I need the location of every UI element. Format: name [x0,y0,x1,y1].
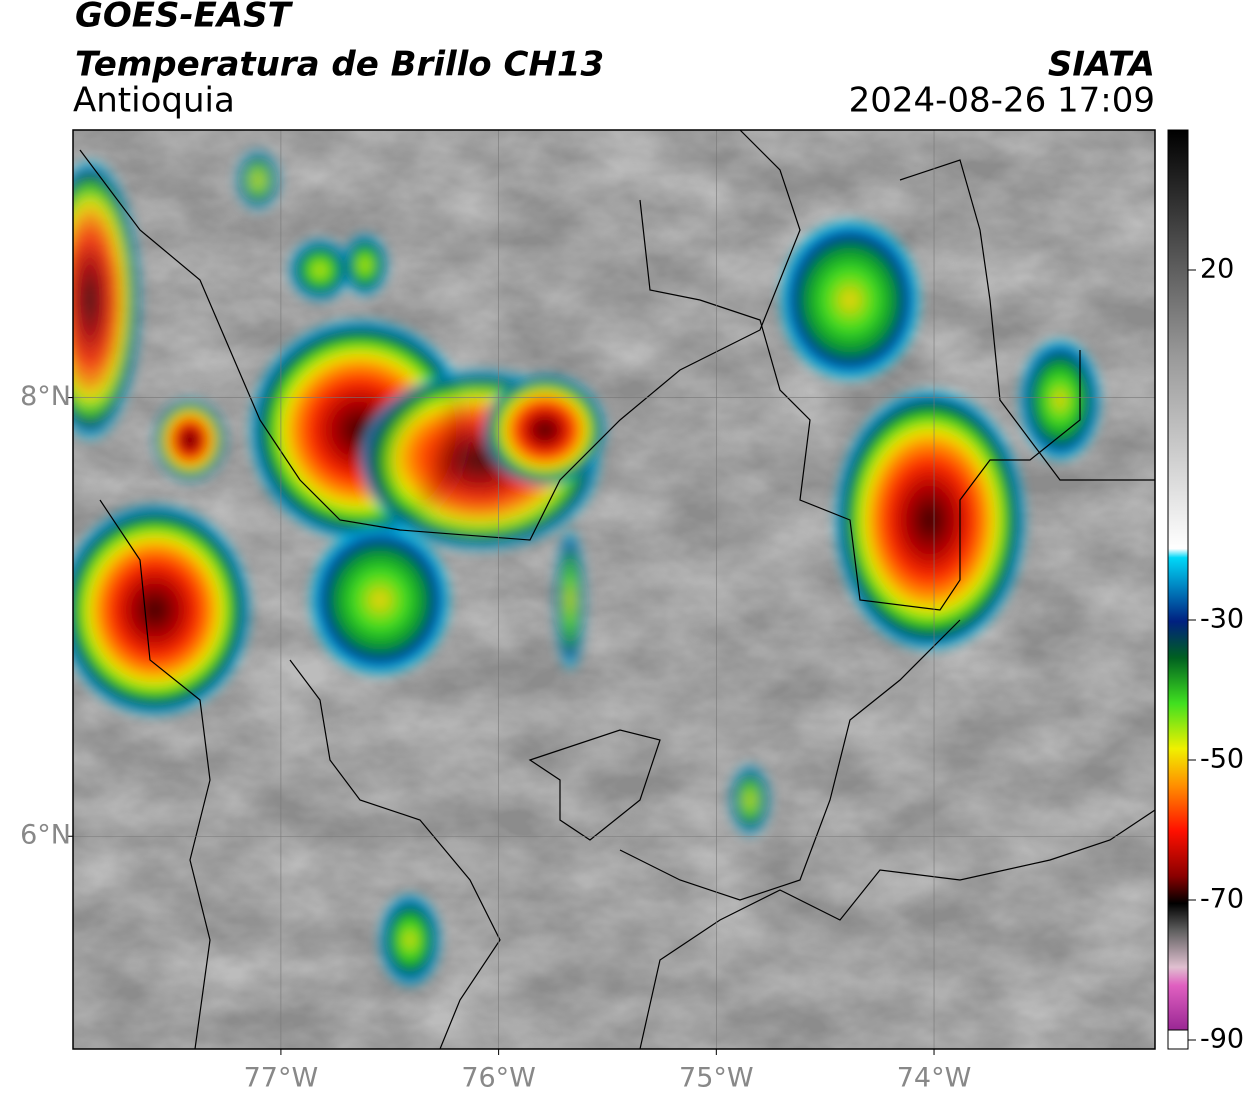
map-frame [72,129,1156,1050]
x-tick-label: 74°W [897,1063,972,1094]
colorbar-under [1167,1029,1189,1050]
colorbar-tick-label: -30 [1200,604,1244,635]
x-tick-label: 77°W [244,1063,319,1094]
colorbar [1168,130,1188,1040]
colorbar-tick-label: 20 [1200,254,1234,285]
y-tick-label: 6°N [20,820,71,851]
borders [79,130,1155,1049]
region: Antioquia [73,81,235,121]
x-tick-label: 76°W [461,1063,536,1094]
y-tick-label: 8°N [20,381,71,412]
map-image [73,130,1155,1049]
colorbar-tick-label: -70 [1200,884,1244,915]
subtitle: Temperatura de Brillo CH13 [75,45,604,85]
title: GOES-EAST [75,0,294,36]
colorbar-tick-label: -90 [1200,1024,1244,1055]
colorbar-frame [1167,129,1189,1050]
x-tick-label: 75°W [679,1063,754,1094]
source: SIATA [1048,45,1155,85]
graticule [73,130,1155,1049]
timestamp: 2024-08-26 17:09 [849,81,1155,121]
colorbar-tick-label: -50 [1200,744,1244,775]
